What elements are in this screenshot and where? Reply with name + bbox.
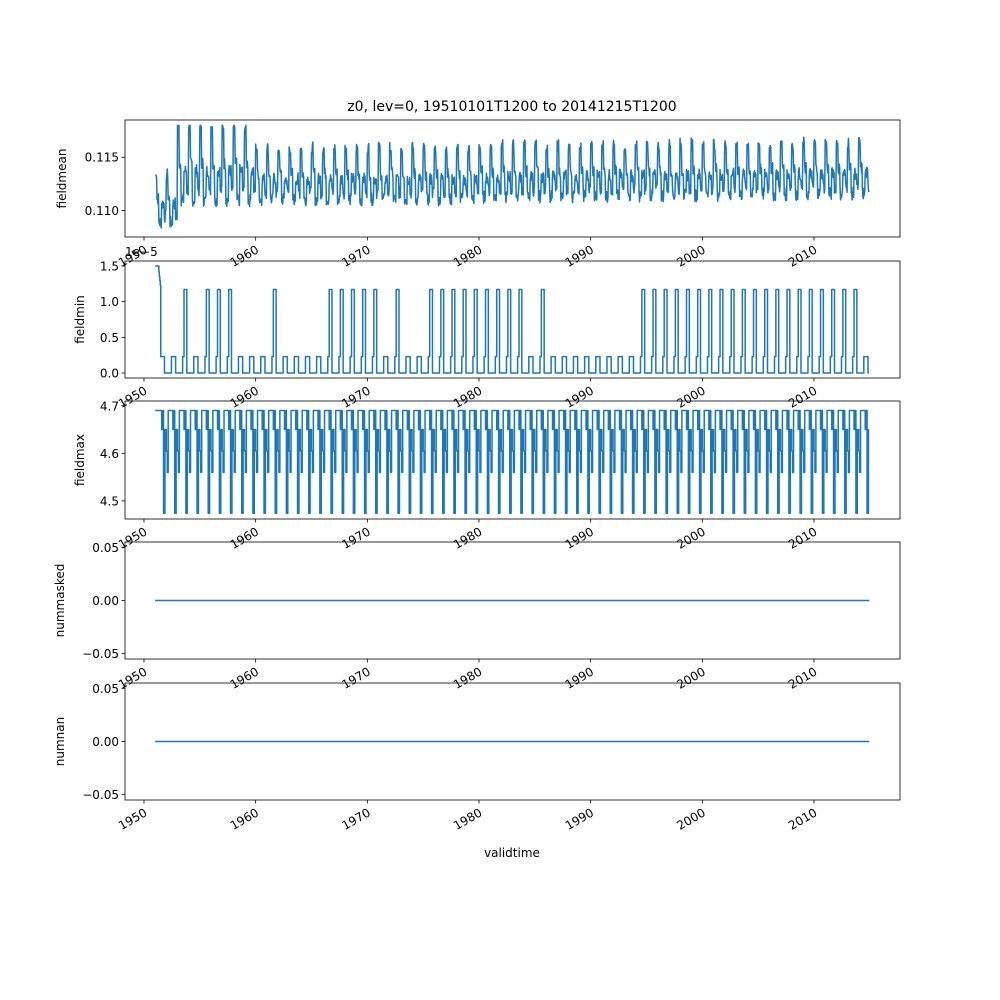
series-line-fieldmin [154,265,870,374]
series-line-fieldmax [154,409,870,515]
y-tick-label-fieldmax: 4.7 [100,399,119,413]
y-tick-label-numnan: −0.05 [82,788,119,802]
series-line-fieldmean [154,124,870,229]
y-tick-label-fieldmax: 4.6 [100,447,119,461]
y-axis-label-nummasked: nummasked [53,564,67,638]
y-tick-label-fieldmin: 0.5 [100,331,119,345]
y-tick-label-nummasked: −0.05 [82,647,119,661]
axes-frame-fieldmax [124,400,901,520]
y-axis-label-fieldmin: fieldmin [73,295,87,344]
chart-title: z0, lev=0, 19510101T1200 to 20141215T120… [347,99,676,115]
y-tick-label-fieldmean: 0.115 [85,151,119,165]
axes-frame-fieldmin [124,260,901,379]
y-tick-label-fieldmax: 4.5 [100,494,119,508]
y-tick-label-fieldmin: 1.5 [100,259,119,273]
y-tick-label-nummasked: 0.00 [92,594,119,608]
axes-frame-fieldmean [124,119,901,238]
y-tick-label-fieldmean: 0.110 [85,204,119,218]
y-axis-label-fieldmean: fieldmean [55,149,69,209]
y-axis-label-numnan: numnan [53,717,67,766]
x-axis-label: validtime [484,846,540,860]
y-tick-label-numnan: 0.00 [92,735,119,749]
y-axis-label-fieldmax: fieldmax [73,434,87,486]
y-tick-label-nummasked: 0.05 [92,541,119,555]
y-tick-label-fieldmin: 1.0 [100,295,119,309]
y-tick-label-fieldmin: 0.0 [100,367,119,381]
y-offset-text-fieldmin: 1e−5 [125,245,158,259]
y-tick-label-numnan: 0.05 [92,682,119,696]
